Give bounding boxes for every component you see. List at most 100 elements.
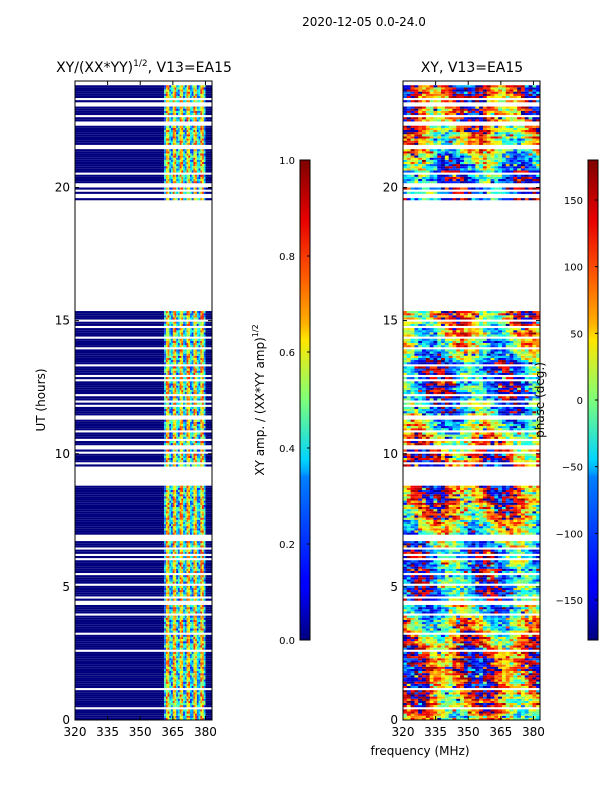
left-heatmap-cell <box>177 140 180 143</box>
left-heatmap-cell <box>184 662 187 665</box>
left-heatmap-cell <box>203 489 206 493</box>
left-heatmap-cell <box>172 626 175 629</box>
left-heatmap-cell <box>169 166 172 169</box>
left-heatmap-cell <box>75 711 165 714</box>
left-heatmap-cell <box>188 496 191 499</box>
left-heatmap-cell <box>164 340 167 343</box>
left-heatmap-cell <box>191 560 194 563</box>
left-ytick-label: 10 <box>55 447 70 461</box>
left-heatmap-cell <box>203 524 206 527</box>
right-heatmap-cell <box>460 717 465 720</box>
left-heatmap-cell <box>198 396 201 399</box>
right-title: XY, V13=EA15 <box>421 60 523 76</box>
left-heatmap-cell <box>183 504 186 507</box>
left-heatmap-cell <box>172 698 175 701</box>
left-heatmap-cell <box>172 140 175 143</box>
left-heatmap-cell <box>189 449 193 452</box>
left-heatmap-cell <box>188 662 191 665</box>
left-heatmap-cell <box>205 622 212 625</box>
left-heatmap-cell <box>205 402 212 405</box>
left-heatmap-cell <box>165 656 168 659</box>
left-heatmap-cell <box>202 157 205 160</box>
left-heatmap-cell <box>171 615 174 618</box>
left-heatmap-cell <box>196 543 199 546</box>
left-heatmap-cell <box>191 585 194 588</box>
left-heatmap-cell <box>171 528 174 531</box>
left-heatmap-cell <box>167 151 170 154</box>
left-heatmap-cell <box>193 315 196 318</box>
left-heatmap-cell <box>196 492 199 495</box>
left-heatmap-cell <box>196 406 199 410</box>
left-heatmap-cell <box>172 577 175 580</box>
left-heatmap-cell <box>196 110 199 113</box>
left-heatmap-cell <box>195 671 198 674</box>
left-heatmap-cell <box>205 485 212 488</box>
left-heatmap-cell <box>177 566 180 569</box>
left-heatmap-cell <box>205 524 212 527</box>
left-heatmap-cell <box>169 174 172 177</box>
left-heatmap-cell <box>196 170 199 173</box>
left-heatmap-cell <box>195 521 198 525</box>
left-heatmap-cell <box>191 411 194 414</box>
left-heatmap-cell <box>172 357 175 361</box>
left-heatmap-cell <box>171 653 174 657</box>
left-heatmap-cell <box>189 464 193 467</box>
left-heatmap-cell <box>198 660 201 663</box>
left-heatmap-cell <box>169 411 172 414</box>
left-heatmap-cell <box>184 611 187 614</box>
left-heatmap-cell <box>200 664 203 667</box>
left-heatmap-cell <box>183 628 186 631</box>
left-heatmap-cell <box>202 575 205 578</box>
left-heatmap-cell <box>193 383 196 386</box>
left-heatmap-cell <box>195 664 198 667</box>
left-heatmap-cell <box>165 566 168 569</box>
left-heatmap-cell <box>189 532 193 535</box>
left-heatmap-cell <box>191 330 194 333</box>
left-heatmap-cell <box>176 492 179 495</box>
left-heatmap-cell <box>169 391 172 395</box>
left-heatmap-cell <box>75 636 165 640</box>
left-heatmap-cell <box>188 342 191 346</box>
left-heatmap-cell <box>203 338 206 341</box>
left-heatmap-cell <box>205 106 212 109</box>
left-heatmap-cell <box>167 609 170 612</box>
left-heatmap-cell <box>188 568 191 571</box>
left-heatmap-cell <box>203 645 206 648</box>
left-heatmap-cell <box>179 677 182 680</box>
left-heatmap-cell <box>177 317 180 320</box>
left-heatmap-cell <box>186 87 189 90</box>
left-heatmap-cell <box>193 507 196 510</box>
left-heatmap-cell <box>75 385 165 388</box>
left-heatmap-cell <box>196 383 199 386</box>
left-heatmap-cell <box>188 198 191 201</box>
left-heatmap-cell <box>203 502 206 505</box>
left-heatmap-cell <box>179 155 182 158</box>
left-heatmap-cell <box>169 125 172 128</box>
left-heatmap-cell <box>193 449 196 452</box>
left-heatmap-cell <box>195 423 198 427</box>
left-heatmap-cell <box>176 157 179 160</box>
left-heatmap-cell <box>171 660 174 663</box>
left-heatmap-cell <box>202 458 205 461</box>
left-heatmap-cell <box>169 607 172 610</box>
left-heatmap-cell <box>169 134 172 137</box>
left-heatmap-cell <box>183 129 186 133</box>
left-heatmap-cell <box>191 328 194 331</box>
left-heatmap-cell <box>75 526 165 529</box>
left-heatmap-cell <box>167 598 170 601</box>
left-heatmap-cell <box>200 368 203 371</box>
left-heatmap-cell <box>191 543 194 546</box>
left-heatmap-cell <box>177 453 180 456</box>
left-heatmap-cell <box>171 85 174 88</box>
left-heatmap-cell <box>169 709 172 712</box>
left-heatmap-cell <box>174 507 177 510</box>
left-heatmap-cell <box>186 485 189 488</box>
left-heatmap-cell <box>184 377 187 380</box>
left-heatmap-cell <box>164 100 167 103</box>
left-heatmap-cell <box>200 622 203 625</box>
left-heatmap-cell <box>169 581 172 584</box>
left-heatmap-cell <box>205 164 212 167</box>
left-heatmap-cell <box>196 340 199 343</box>
left-heatmap-cell <box>196 694 199 697</box>
left-heatmap-cell <box>203 543 206 546</box>
